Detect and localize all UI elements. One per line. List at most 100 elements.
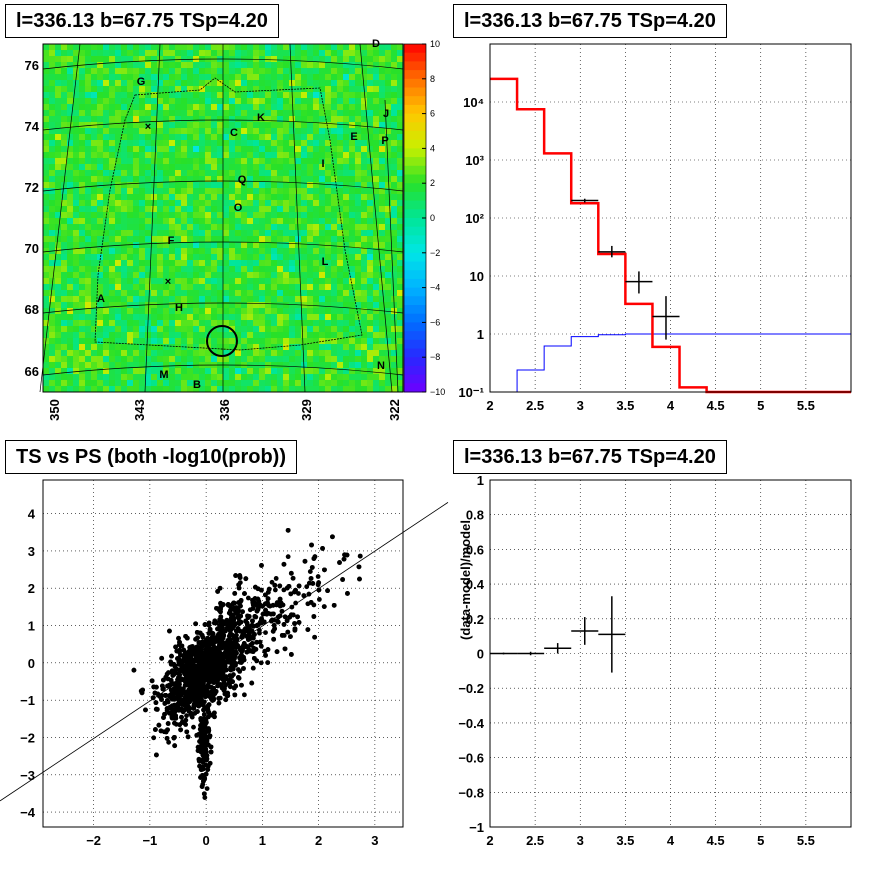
- map-pixel: [289, 212, 295, 218]
- map-pixel: [271, 362, 277, 368]
- map-pixel: [175, 134, 181, 140]
- map-pixel: [157, 134, 163, 140]
- map-pixel: [343, 80, 349, 86]
- map-pixel: [229, 380, 235, 386]
- map-pixel: [283, 314, 289, 320]
- map-pixel: [229, 338, 235, 344]
- map-pixel: [289, 74, 295, 80]
- map-pixel: [145, 242, 151, 248]
- map-pixel: [259, 182, 265, 188]
- map-pixel: [229, 92, 235, 98]
- map-pixel: [301, 56, 307, 62]
- map-pixel: [49, 182, 55, 188]
- map-pixel: [253, 230, 259, 236]
- map-pixel: [91, 266, 97, 272]
- colorbar-tick-label: 10: [430, 39, 440, 49]
- map-pixel: [157, 254, 163, 260]
- map-pixel: [67, 164, 73, 170]
- map-pixel: [331, 350, 337, 356]
- map-pixel: [397, 122, 403, 128]
- map-pixel: [361, 332, 367, 338]
- map-pixel: [73, 176, 79, 182]
- map-pixel: [367, 92, 373, 98]
- map-pixel: [55, 254, 61, 260]
- map-pixel: [181, 152, 187, 158]
- map-pixel: [307, 50, 313, 56]
- map-pixel: [205, 134, 211, 140]
- map-pixel: [169, 212, 175, 218]
- map-pixel: [313, 350, 319, 356]
- map-pixel: [55, 134, 61, 140]
- map-pixel: [175, 200, 181, 206]
- map-pixel: [325, 68, 331, 74]
- map-pixel: [163, 158, 169, 164]
- longitude-line: [384, 99, 399, 393]
- map-pixel: [79, 284, 85, 290]
- map-pixel: [157, 152, 163, 158]
- map-pixel: [385, 200, 391, 206]
- map-pixel: [271, 284, 277, 290]
- map-pixel: [397, 326, 403, 332]
- map-pixel: [241, 62, 247, 68]
- map-pixel: [55, 200, 61, 206]
- map-pixel: [151, 152, 157, 158]
- map-pixel: [175, 326, 181, 332]
- map-pixel: [385, 128, 391, 134]
- map-pixel: [97, 290, 103, 296]
- map-pixel: [217, 164, 223, 170]
- map-pixel: [127, 188, 133, 194]
- map-pixel: [391, 362, 397, 368]
- map-pixel: [55, 386, 61, 392]
- map-pixel: [265, 296, 271, 302]
- map-pixel: [307, 128, 313, 134]
- map-pixel: [373, 356, 379, 362]
- map-pixel: [217, 356, 223, 362]
- map-pixel: [289, 158, 295, 164]
- map-pixel: [223, 344, 229, 350]
- map-pixel: [103, 296, 109, 302]
- map-pixel: [223, 122, 229, 128]
- map-pixel: [319, 386, 325, 392]
- map-pixel: [379, 122, 385, 128]
- map-pixel: [85, 116, 91, 122]
- map-pixel: [139, 338, 145, 344]
- map-pixel: [223, 158, 229, 164]
- map-y-tick-label: 74: [25, 119, 40, 134]
- map-pixel: [247, 248, 253, 254]
- map-pixel: [337, 236, 343, 242]
- map-pixel: [361, 110, 367, 116]
- map-pixel: [157, 248, 163, 254]
- scatter-x-tick-label: 1: [259, 833, 266, 848]
- map-pixel: [97, 296, 103, 302]
- map-pixel: [349, 386, 355, 392]
- region-label-c: C: [230, 127, 238, 139]
- map-pixel: [301, 386, 307, 392]
- map-pixel: [49, 56, 55, 62]
- map-pixel: [139, 284, 145, 290]
- map-pixel: [391, 50, 397, 56]
- region-label-a: A: [97, 293, 105, 305]
- map-pixel: [187, 152, 193, 158]
- map-pixel: [133, 164, 139, 170]
- map-pixel: [211, 272, 217, 278]
- map-pixel: [289, 128, 295, 134]
- map-pixel: [367, 362, 373, 368]
- map-pixel: [349, 368, 355, 374]
- map-x-tick-label: 336: [217, 399, 232, 421]
- map-pixel: [73, 242, 79, 248]
- map-pixel: [205, 188, 211, 194]
- map-pixel: [61, 62, 67, 68]
- map-pixel: [145, 170, 151, 176]
- map-pixel: [97, 176, 103, 182]
- map-pixel: [247, 218, 253, 224]
- map-pixel: [367, 230, 373, 236]
- map-pixel: [217, 212, 223, 218]
- map-pixel: [145, 278, 151, 284]
- map-pixel: [349, 290, 355, 296]
- map-pixel: [259, 344, 265, 350]
- map-pixel: [55, 266, 61, 272]
- map-pixel: [187, 206, 193, 212]
- map-pixel: [301, 332, 307, 338]
- map-pixel: [109, 326, 115, 332]
- map-pixel: [373, 104, 379, 110]
